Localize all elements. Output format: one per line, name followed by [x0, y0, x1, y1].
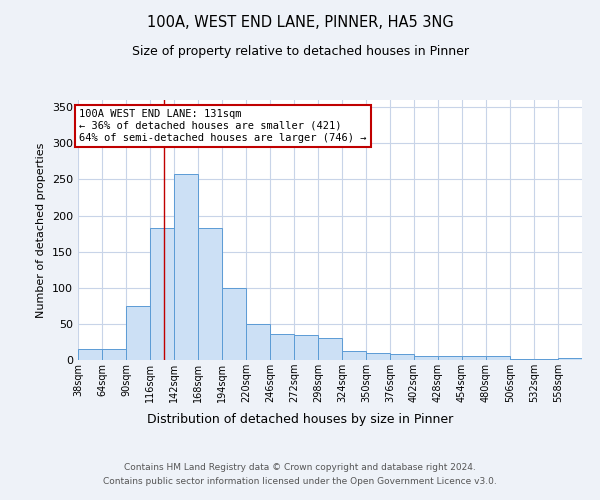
Text: Contains HM Land Registry data © Crown copyright and database right 2024.: Contains HM Land Registry data © Crown c…: [124, 462, 476, 471]
Bar: [246, 324, 270, 360]
Bar: [78, 349, 102, 360]
Bar: [366, 353, 390, 360]
Bar: [486, 356, 510, 360]
Bar: [102, 349, 126, 360]
Bar: [174, 174, 198, 360]
Text: Distribution of detached houses by size in Pinner: Distribution of detached houses by size …: [147, 412, 453, 426]
Bar: [222, 288, 246, 360]
Bar: [150, 228, 174, 360]
Bar: [198, 228, 222, 360]
Y-axis label: Number of detached properties: Number of detached properties: [37, 142, 46, 318]
Bar: [510, 358, 534, 360]
Text: 100A WEST END LANE: 131sqm
← 36% of detached houses are smaller (421)
64% of sem: 100A WEST END LANE: 131sqm ← 36% of deta…: [79, 110, 367, 142]
Bar: [342, 350, 366, 360]
Bar: [462, 356, 486, 360]
Bar: [558, 358, 582, 360]
Bar: [390, 354, 414, 360]
Bar: [414, 356, 438, 360]
Bar: [294, 334, 318, 360]
Bar: [438, 356, 462, 360]
Text: Contains public sector information licensed under the Open Government Licence v3: Contains public sector information licen…: [103, 478, 497, 486]
Text: 100A, WEST END LANE, PINNER, HA5 3NG: 100A, WEST END LANE, PINNER, HA5 3NG: [146, 15, 454, 30]
Bar: [270, 334, 294, 360]
Bar: [318, 338, 342, 360]
Bar: [126, 306, 150, 360]
Text: Size of property relative to detached houses in Pinner: Size of property relative to detached ho…: [131, 45, 469, 58]
